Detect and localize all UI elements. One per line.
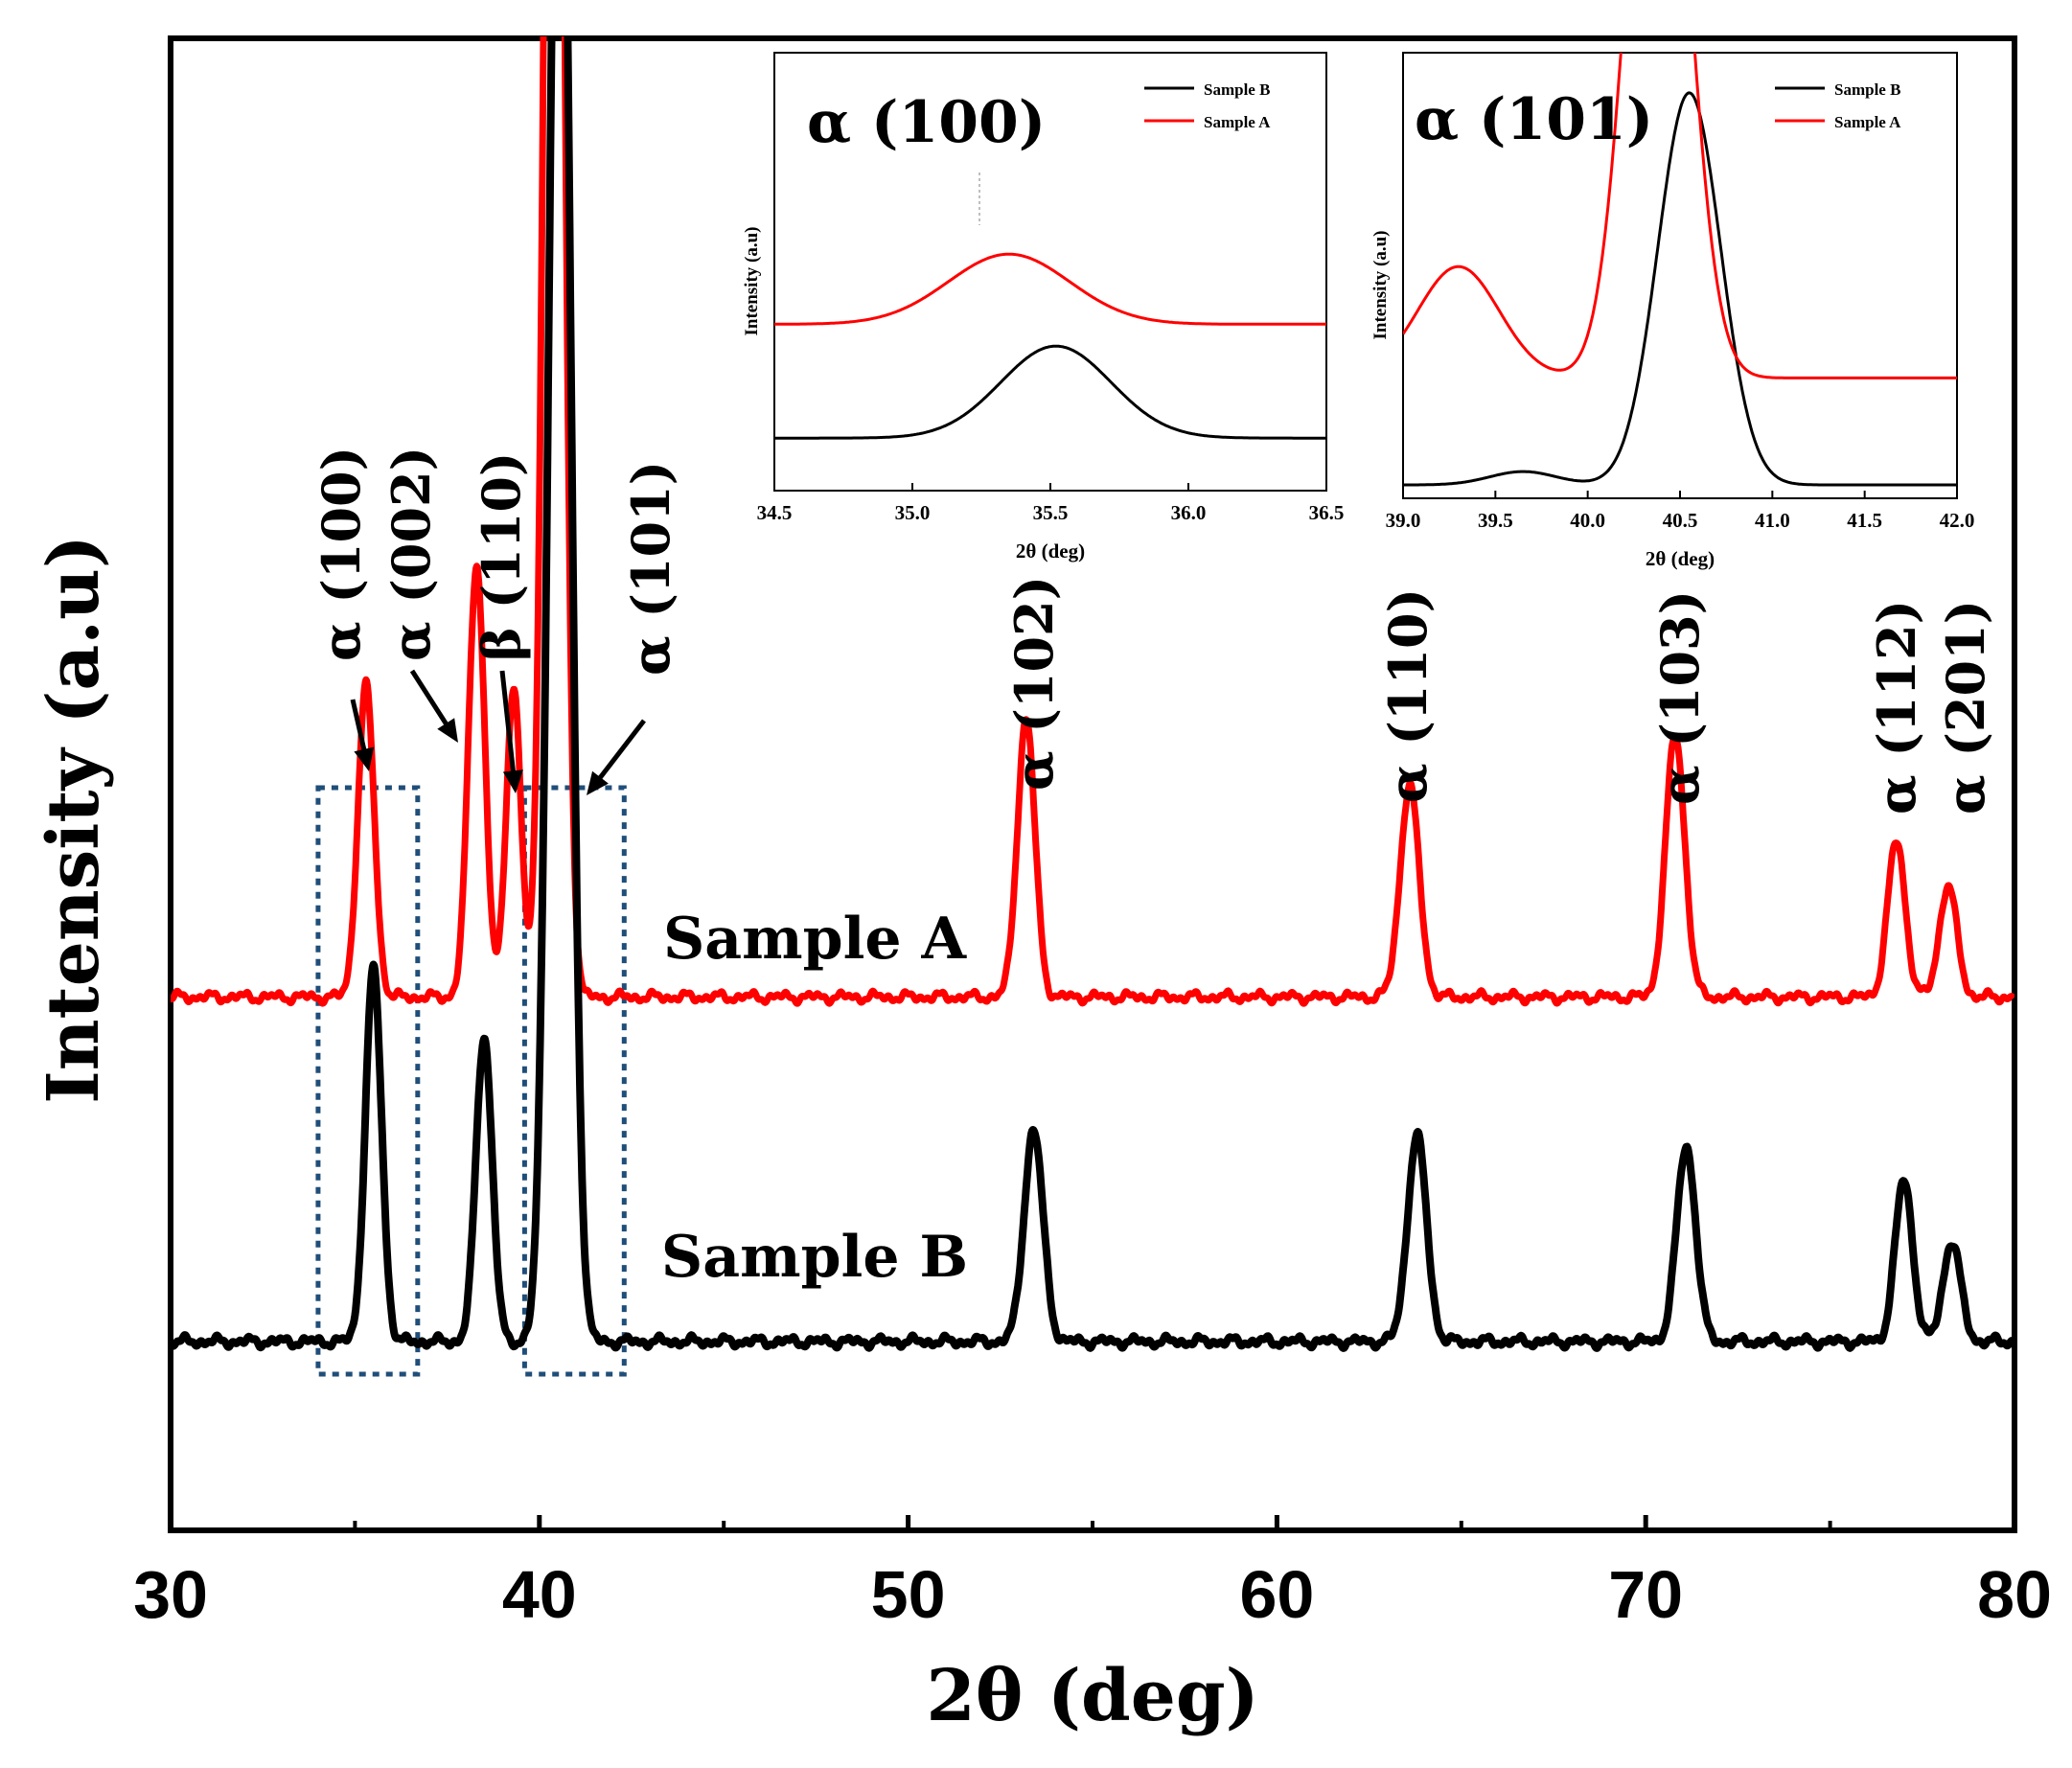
sample-a-label: Sample A: [663, 906, 968, 973]
inset-x-tick-label: 42.0: [1940, 509, 1975, 532]
x-axis-title: 2θ (deg): [926, 1655, 1258, 1737]
inset-x-tick-label: 39.0: [1386, 509, 1421, 532]
inset-y-axis-title: Intensity (a.u): [1370, 230, 1391, 339]
peak-label-4: α (101): [620, 461, 681, 676]
peak-label-2: α (002): [380, 447, 442, 661]
inset-x-tick-label: 35.5: [1033, 501, 1069, 524]
inset-x-tick-label: 39.5: [1478, 509, 1513, 532]
peak-label-6: α (110): [1377, 588, 1439, 803]
peak-label-8: α (112): [1866, 600, 1927, 815]
annotation-arrowhead-2: [437, 718, 458, 743]
x-tick-label: 40: [502, 1557, 577, 1632]
x-tick-label: 50: [871, 1557, 946, 1632]
legend-label-sample-a: Sample A: [1834, 113, 1901, 131]
peak-label-1: α (100): [311, 447, 372, 661]
inset-x-tick-label: 40.0: [1570, 509, 1605, 532]
inset-x-axis-title: 2θ (deg): [1016, 540, 1085, 563]
legend-label-sample-b: Sample B: [1834, 80, 1900, 99]
inset-y-axis-title: Intensity (a.u): [742, 226, 762, 335]
inset-title: α (101): [1415, 86, 1653, 153]
peak-label-9: α (201): [1935, 600, 1996, 815]
xrd-chart: Sample A Sample B 30 40 50 60 70 80 2θ (deg) Inte…: [0, 0, 2072, 1768]
x-tick-label: 60: [1239, 1557, 1314, 1632]
peak-label-7: α (103): [1649, 590, 1711, 805]
inset-x-tick-label: 41.0: [1755, 509, 1790, 532]
x-tick-label: 70: [1608, 1557, 1683, 1632]
x-tick-label: 80: [1977, 1557, 2052, 1632]
legend-label-sample-b: Sample B: [1204, 80, 1270, 99]
inset-x-tick-label: 36.5: [1309, 501, 1345, 524]
inset-x-tick-label: 36.0: [1171, 501, 1207, 524]
inset-title: α (100): [807, 89, 1046, 156]
y-axis-title: Intensity (a.u): [33, 535, 115, 1104]
peak-label-5: α (102): [1003, 576, 1065, 791]
peak-label-3: β (110): [471, 452, 532, 661]
inset-x-tick-label: 41.5: [1847, 509, 1882, 532]
inset-x-tick-label: 35.0: [895, 501, 931, 524]
legend-label-sample-a: Sample A: [1204, 113, 1271, 131]
inset-x-tick-label: 40.5: [1663, 509, 1698, 532]
inset-x-tick-label: 34.5: [757, 501, 793, 524]
x-tick-label: 30: [133, 1557, 208, 1632]
inset-x-axis-title: 2θ (deg): [1646, 547, 1715, 570]
sample-b-label: Sample B: [661, 1224, 968, 1291]
